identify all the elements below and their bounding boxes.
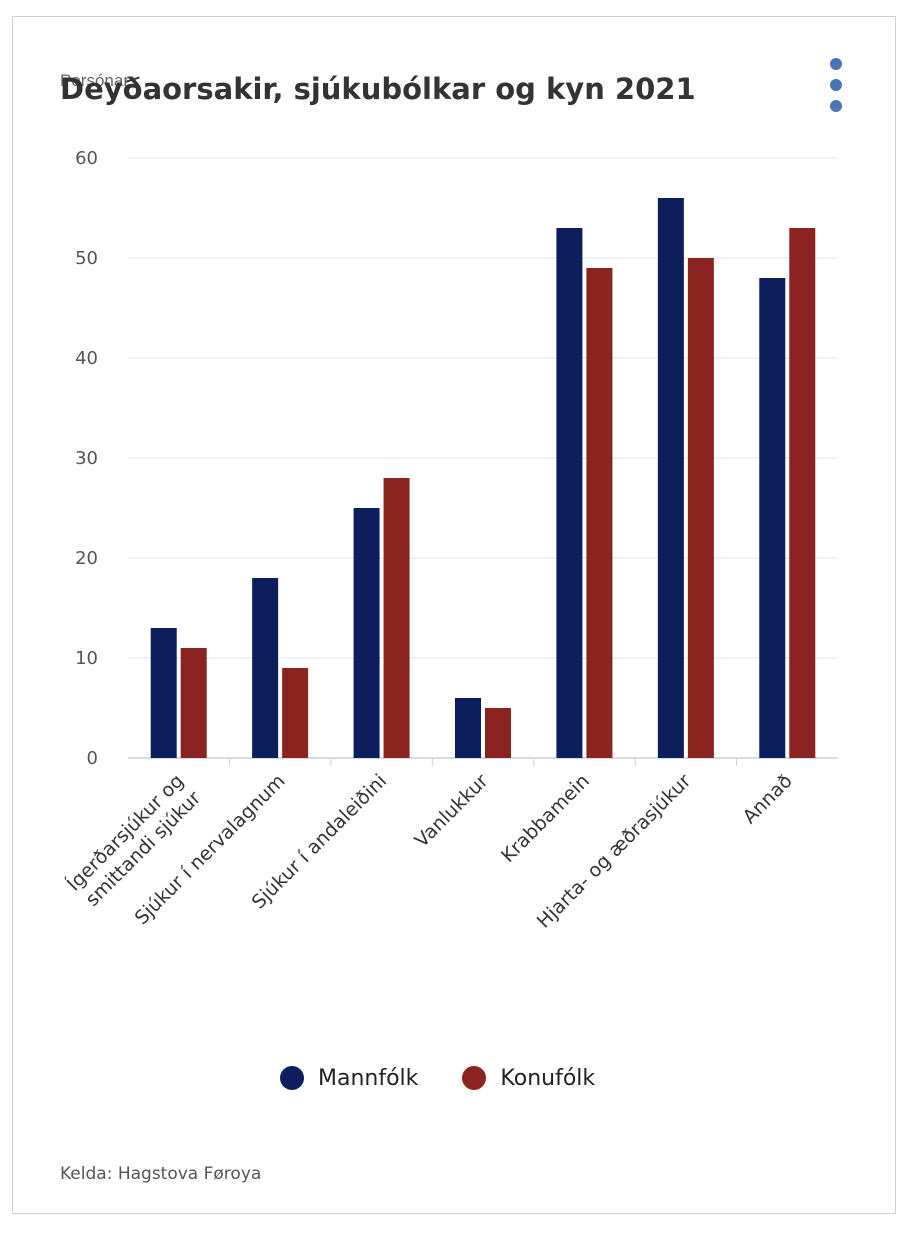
y-axis-unit-label: Persónar [60, 71, 129, 90]
x-category-label: Krabbamein [497, 770, 594, 867]
bar [353, 508, 380, 758]
bar [759, 278, 786, 758]
bar [586, 268, 613, 758]
x-category-label: Vanlukkur [411, 770, 493, 852]
bar [383, 478, 410, 758]
legend-marker-konufolk [462, 1066, 487, 1090]
bar [252, 578, 279, 758]
bar [657, 198, 684, 758]
x-category-label-line: Krabbamein [497, 770, 594, 867]
bar [180, 648, 207, 758]
chart-card [12, 16, 896, 1214]
menu-dot-icon [830, 58, 842, 70]
y-tick-label: 30 [75, 448, 98, 469]
y-tick-label: 40 [75, 348, 98, 369]
x-category-label: Annað [739, 770, 797, 828]
bar [485, 708, 511, 758]
y-tick-label: 20 [75, 548, 98, 569]
chart-menu-button[interactable] [824, 56, 848, 120]
chart-title: Deyðaorsakir, sjúkubólkar og kyn 2021 [60, 72, 696, 106]
bar [556, 228, 583, 758]
source-credit: Kelda: Hagstova Føroya [60, 1164, 262, 1184]
y-tick-label: 10 [75, 648, 98, 669]
bar [150, 628, 177, 758]
legend-label-mannfolk: Mannfólk [318, 1065, 419, 1091]
legend-label-konufolk: Konufólk [500, 1065, 596, 1091]
menu-dot-icon [830, 79, 842, 91]
y-tick-label: 60 [75, 148, 98, 169]
bar [687, 258, 714, 758]
x-category-label-line: Annað [739, 770, 797, 828]
menu-dot-icon [830, 100, 842, 112]
y-tick-label: 50 [75, 248, 98, 269]
bar [455, 698, 481, 758]
bar [789, 228, 816, 758]
legend-item-konufolk[interactable]: Konufólk [462, 1066, 595, 1091]
legend-item-mannfolk[interactable]: Mannfólk [280, 1066, 418, 1091]
bar [282, 668, 309, 758]
y-tick-label: 0 [87, 748, 98, 769]
chart-legend: Mannfólk Konufólk [280, 1058, 639, 1098]
legend-marker-mannfolk [280, 1066, 304, 1090]
x-category-label-line: Vanlukkur [411, 770, 493, 852]
